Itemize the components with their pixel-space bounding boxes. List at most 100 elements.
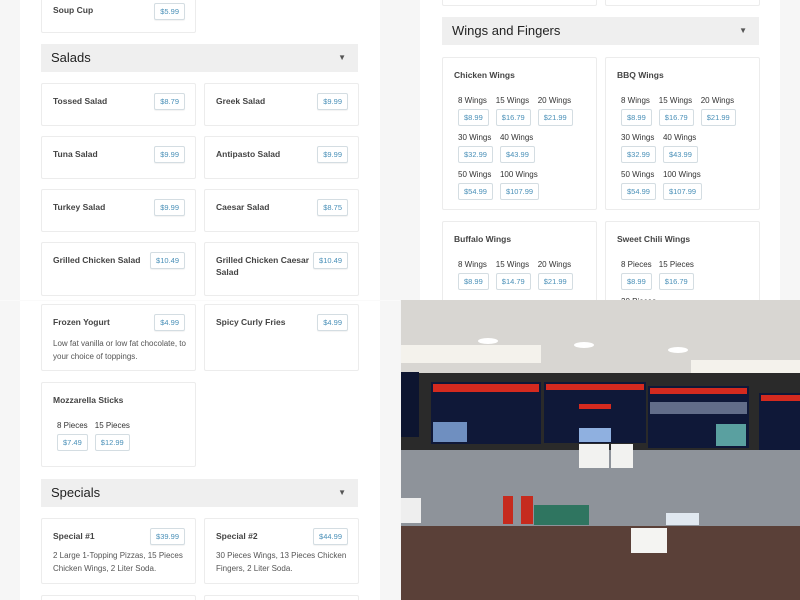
size-price[interactable]: $8.99 [621,273,652,290]
item-price[interactable]: $8.79 [154,93,185,110]
size-label: 15 Wings [658,96,693,105]
size-label: 30 Wings [458,133,492,142]
size-option[interactable]: 8 Wings $8.99 [458,96,489,126]
menu-item-card[interactable]: Greek Salad $9.99 [204,83,359,126]
size-price[interactable]: $107.99 [662,183,703,200]
size-option[interactable]: 15 Wings $16.79 [658,96,694,126]
restaurant-photo [401,300,800,600]
size-label: 100 Wings [662,170,701,179]
size-option[interactable]: 30 Wings $32.99 [621,133,656,163]
wings-screenshot: Wings and Fingers ▼ Chicken Wings 8 Wings… [400,0,800,300]
size-options: 8 Pieces $8.99 15 Pieces $16.79 20 Pieces$21… [621,260,756,300]
size-option[interactable]: 50 Wings $54.99 [458,170,493,200]
size-option[interactable]: 8 Wings $8.99 [458,260,489,290]
menu-item-card[interactable]: Sweet Chili Wings 8 Pieces $8.99 15 Pieces $… [605,221,760,300]
size-option[interactable]: 40 Wings $43.99 [662,133,698,163]
item-name: Mozzarella Sticks [53,395,124,405]
size-option[interactable]: 15 Pieces $12.99 [94,421,130,451]
menu-item-special-1[interactable]: Special #1 $39.99 2 Large 1-Topping Pizz… [41,518,196,584]
menu-item-card[interactable]: Turkey Salad $9.99 [41,189,196,232]
menu-item-card[interactable]: BBQ Wings 8 Wings $8.99 15 Wings $16.79 20 Wi… [605,57,760,210]
size-option[interactable]: 40 Wings $43.99 [499,133,535,163]
item-price[interactable]: $5.99 [154,3,185,20]
size-label: 40 Wings [499,133,534,142]
size-price[interactable]: $43.99 [662,146,698,163]
size-price[interactable]: $16.79 [658,273,694,290]
size-price[interactable]: $7.49 [57,434,88,451]
size-option[interactable]: 8 Pieces $8.99 [621,260,652,290]
item-name: Soup Cup [53,5,94,15]
section-header-wings[interactable]: Wings and Fingers ▼ [442,17,759,45]
size-price[interactable]: $107.99 [499,183,540,200]
size-options: 8 Wings $8.99 15 Wings $16.79 20 Wings $21.99… [458,96,593,207]
size-price[interactable]: $16.79 [658,109,694,126]
menu-item-card[interactable]: Buffalo Wings 8 Wings $8.99 15 Wings $14.79 2… [442,221,597,300]
size-price[interactable]: $21.99 [537,273,573,290]
size-option[interactable]: 50 Wings $54.99 [621,170,656,200]
item-name: Greek Salad [216,96,266,106]
menu-item-mozzarella-sticks[interactable]: Mozzarella Sticks 8 Pieces $7.49 15 Pieces… [41,382,196,467]
item-name: Tossed Salad [53,96,108,106]
item-price[interactable]: $10.49 [313,252,348,269]
item-price[interactable]: $39.99 [150,528,185,545]
size-option[interactable]: 20 Pieces$21.99 [621,297,656,300]
section-header-specials[interactable]: Specials ▼ [41,479,358,507]
item-price[interactable]: $4.99 [317,314,348,331]
item-price[interactable]: $9.99 [317,146,348,163]
size-option[interactable]: 15 Wings $16.79 [495,96,531,126]
sides-specials-screenshot: Frozen Yogurt $4.99 Low fat vanilla or l… [0,300,400,600]
size-option[interactable]: 20 Wings $21.99 [700,96,736,126]
size-price[interactable]: $16.79 [495,109,531,126]
size-option[interactable]: 15 Wings $14.79 [495,260,531,290]
menu-item-special-2[interactable]: Special #2 $44.99 30 Pieces Wings, 13 Pi… [204,518,359,584]
menu-item-card[interactable]: Grilled Chicken Salad $10.49 [41,242,196,296]
item-price[interactable]: $10.49 [150,252,185,269]
menu-item-spicy-curly-fries[interactable]: Spicy Curly Fries $4.99 [204,304,359,371]
size-option[interactable]: 15 Pieces $16.79 [658,260,694,290]
menu-item-card[interactable]: Caesar Salad $8.75 [204,189,359,232]
item-price[interactable]: $4.99 [154,314,185,331]
size-price[interactable]: $21.99 [537,109,573,126]
size-label: 15 Pieces [658,260,694,269]
size-price[interactable]: $32.99 [621,146,656,163]
size-price[interactable]: $12.99 [94,434,130,451]
size-price[interactable]: $8.99 [458,109,489,126]
size-option[interactable]: 100 Wings $107.99 [662,170,703,200]
menu-item-card[interactable]: Tuna Salad $9.99 [41,136,196,179]
item-price[interactable]: $44.99 [313,528,348,545]
size-price[interactable]: $43.99 [499,146,535,163]
chevron-down-icon[interactable]: ▼ [338,53,346,62]
size-price[interactable]: $54.99 [458,183,493,200]
item-price[interactable]: $9.99 [154,199,185,216]
section-title: Specials [51,485,101,500]
menu-item-soup-cup[interactable]: Soup Cup $5.99 [41,0,196,33]
size-price[interactable]: $54.99 [621,183,656,200]
size-price[interactable]: $21.99 [700,109,736,126]
size-label: 20 Wings [537,96,572,105]
size-option[interactable]: 20 Wings $21.99 [537,260,573,290]
menu-item-card[interactable]: Tossed Salad $8.79 [41,83,196,126]
chevron-down-icon[interactable]: ▼ [739,26,747,35]
size-price[interactable]: $8.99 [621,109,652,126]
size-option[interactable]: 100 Wings $107.99 [499,170,540,200]
item-description: Low fat vanilla or low fat chocolate, to… [53,339,186,361]
size-option[interactable]: 20 Wings $21.99 [537,96,573,126]
size-option[interactable]: 8 Pieces $7.49 [57,421,88,451]
size-option[interactable]: 30 Wings $32.99 [458,133,493,163]
item-price[interactable]: $9.99 [154,146,185,163]
chevron-down-icon[interactable]: ▼ [338,488,346,497]
size-option[interactable]: 8 Wings $8.99 [621,96,652,126]
size-label: 50 Wings [621,170,655,179]
item-price[interactable]: $8.75 [317,199,348,216]
size-price[interactable]: $32.99 [458,146,493,163]
menu-item-card[interactable]: Antipasto Salad $9.99 [204,136,359,179]
item-name: Grilled Chicken Salad [53,255,141,265]
menu-item-frozen-yogurt[interactable]: Frozen Yogurt $4.99 Low fat vanilla or l… [41,304,196,371]
section-header-salads[interactable]: Salads ▼ [41,44,358,72]
size-price[interactable]: $8.99 [458,273,489,290]
menu-item-card [204,595,359,600]
size-price[interactable]: $14.79 [495,273,531,290]
menu-item-card[interactable]: Chicken Wings 8 Wings $8.99 15 Wings $16.79 2… [442,57,597,210]
item-price[interactable]: $9.99 [317,93,348,110]
menu-item-card[interactable]: Grilled Chicken Caesar Salad $10.49 [204,242,359,296]
